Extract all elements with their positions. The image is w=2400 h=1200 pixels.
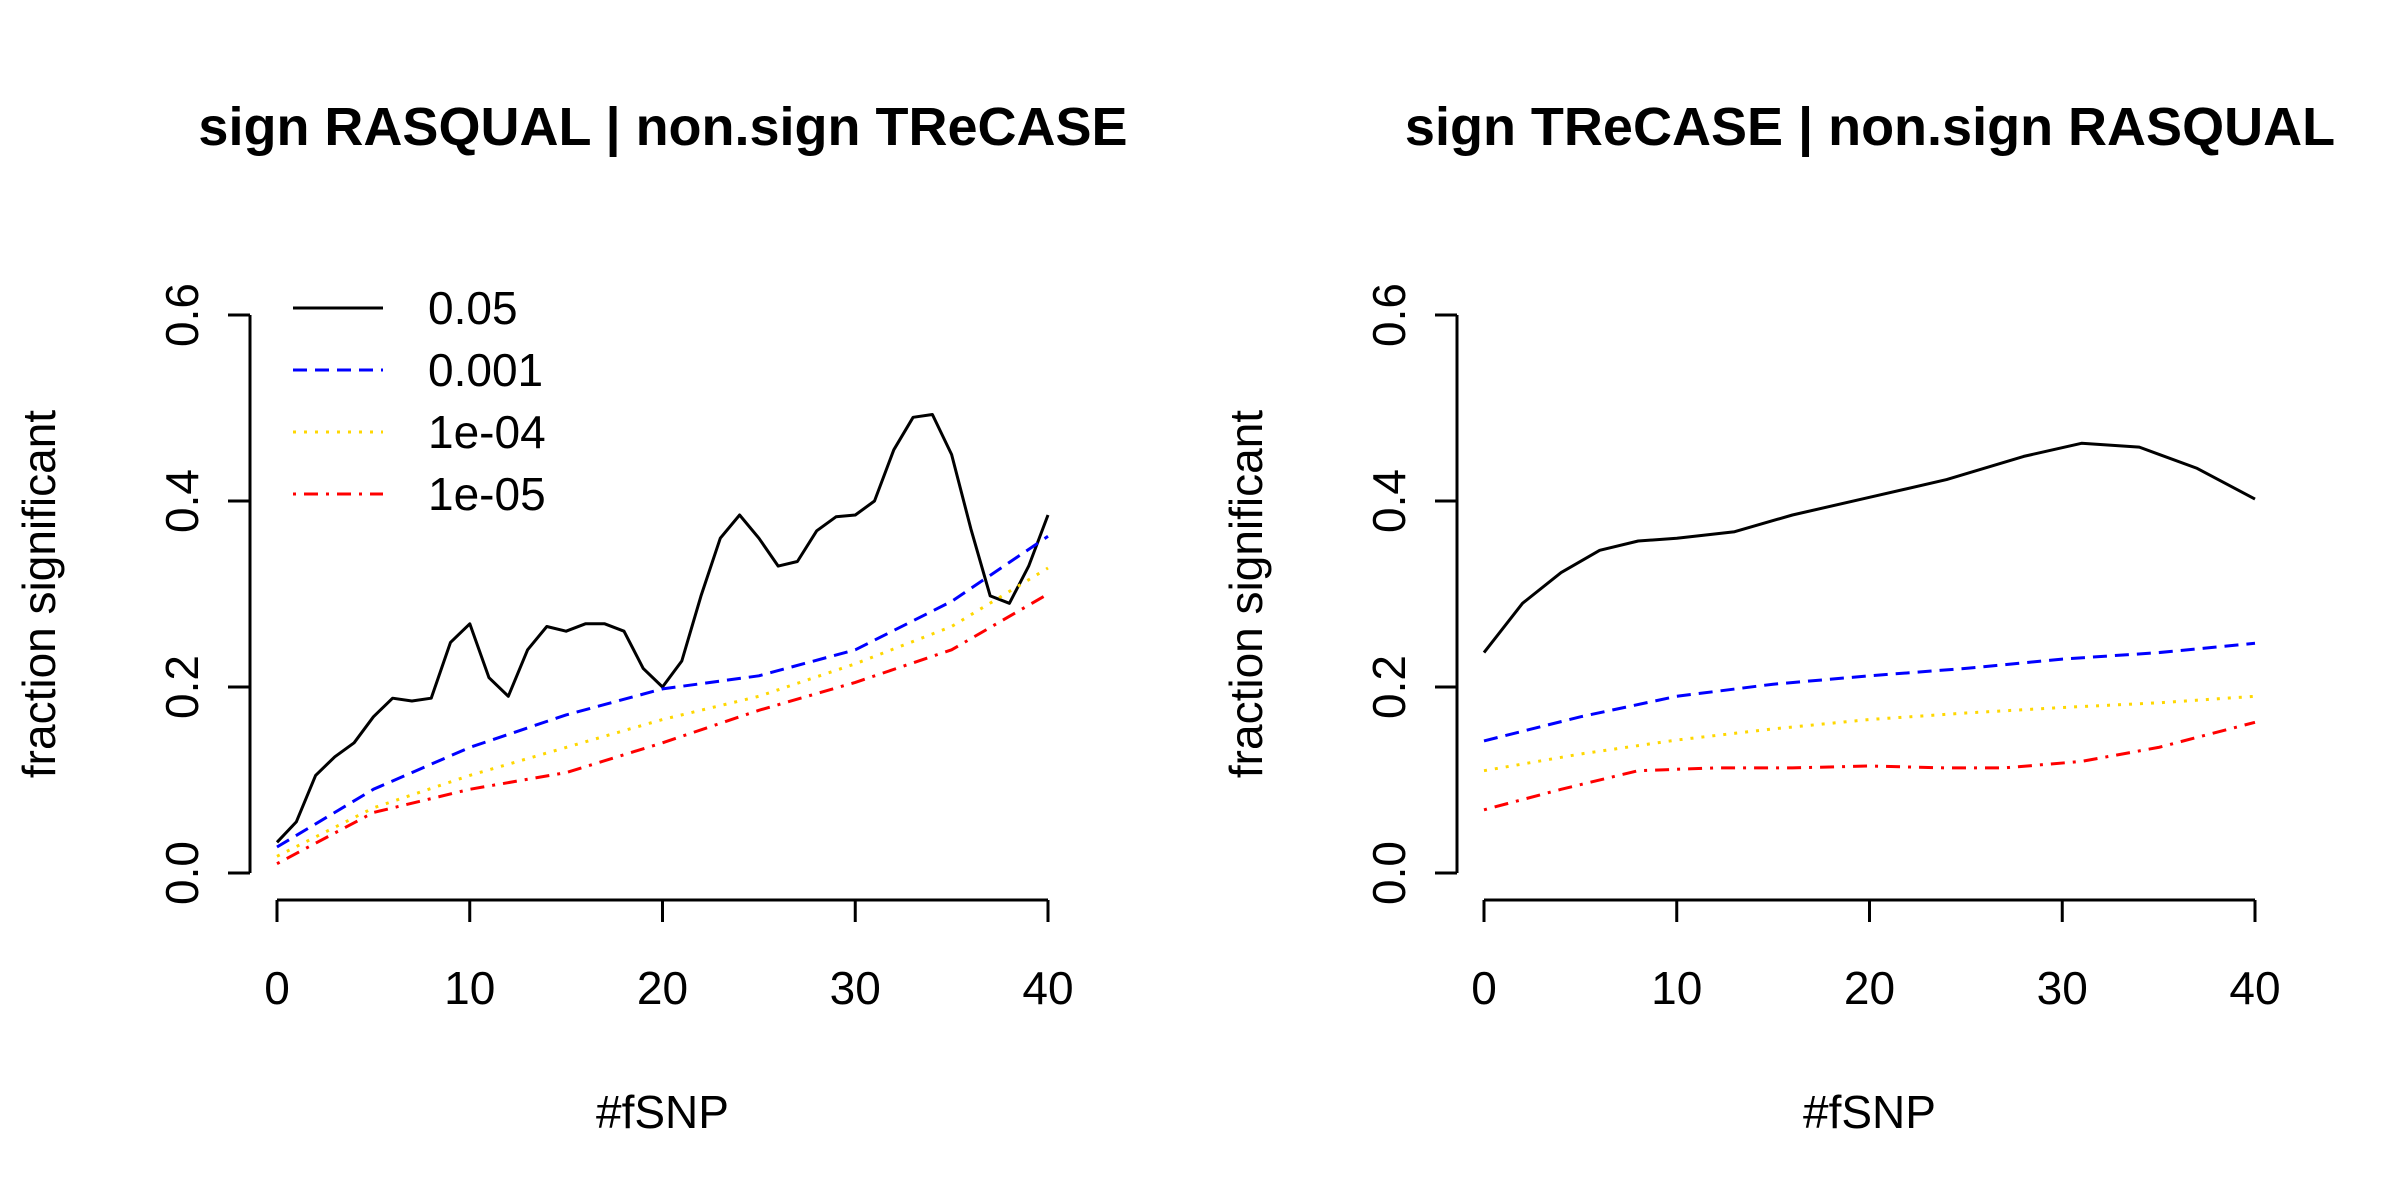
legend-label: 0.001 [428, 344, 543, 396]
x-axis-label: #fSNP [1803, 1086, 1936, 1138]
series-line-1e-05 [276, 592, 1049, 866]
y-tick-label: 0.4 [156, 469, 208, 533]
series-line-0.001 [276, 535, 1049, 849]
y-tick-label: 0.4 [1363, 469, 1415, 533]
chart-title: sign RASQUAL | non.sign TReCASE [198, 97, 1127, 158]
y-axis-label: fraction significant [1220, 410, 1272, 778]
right-panel: sign TReCASE | non.sign RASQUAL 0 10 20 30 40… [1220, 97, 2335, 1138]
y-tick-label: 0.0 [156, 841, 208, 905]
y-axis-label: fraction significant [13, 410, 65, 778]
x-axis-label: #fSNP [596, 1086, 729, 1138]
y-tick-label: 0.2 [156, 655, 208, 719]
legend-label: 1e-05 [428, 468, 546, 520]
y-tick-label: 0.6 [1363, 283, 1415, 347]
x-tick-label: 0 [1471, 962, 1497, 1014]
x-tick-label: 40 [2229, 962, 2280, 1014]
left-panel: sign RASQUAL | non.sign TReCASE 0 10 20 30 40… [13, 97, 1128, 1138]
y-tick-label: 0.6 [156, 283, 208, 347]
x-tick-label: 20 [637, 962, 688, 1014]
y-tick-label: 0.2 [1363, 655, 1415, 719]
x-tick-label: 40 [1022, 962, 1073, 1014]
x-tick-label: 30 [830, 962, 881, 1014]
legend-label: 0.05 [428, 282, 518, 334]
series-line-0.001 [1483, 641, 2256, 743]
legend-label: 1e-04 [428, 406, 546, 458]
chart-title: sign TReCASE | non.sign RASQUAL [1405, 97, 2335, 158]
y-tick-label: 0.0 [1363, 841, 1415, 905]
x-tick-label: 10 [444, 962, 495, 1014]
series-line-0.05 [1482, 441, 2256, 654]
x-tick-label: 30 [2037, 962, 2088, 1014]
x-tick-label: 20 [1844, 962, 1895, 1014]
series-line-0.05 [275, 413, 1050, 844]
series-line-1e-05 [1483, 720, 2256, 812]
series-line-1e-04 [1483, 694, 2256, 773]
x-tick-label: 10 [1651, 962, 1702, 1014]
series-line-1e-04 [276, 566, 1049, 858]
x-tick-label: 0 [264, 962, 290, 1014]
